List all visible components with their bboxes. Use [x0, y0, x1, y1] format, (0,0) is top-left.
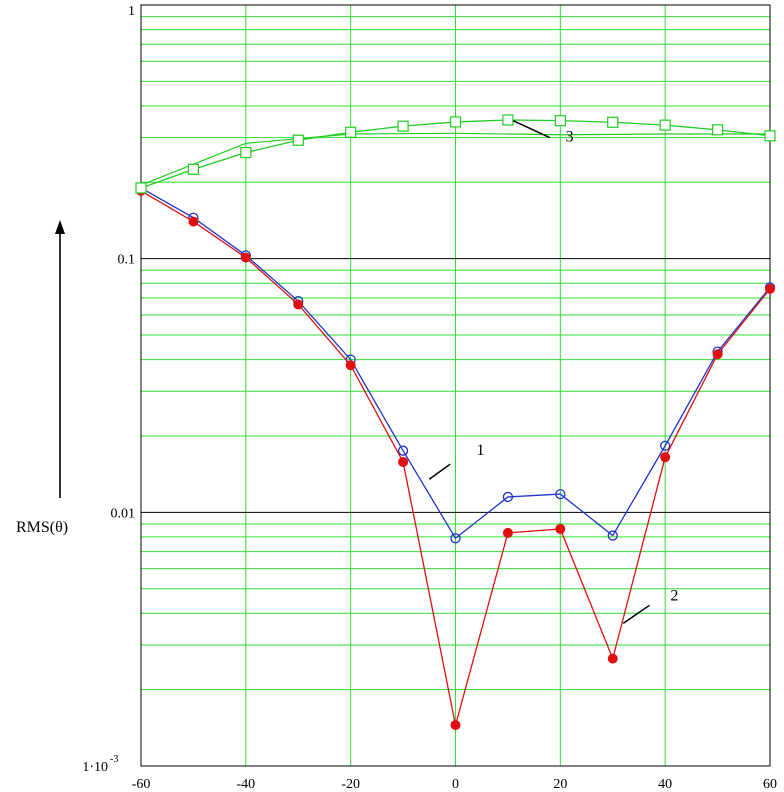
x-tick-label: -20	[341, 777, 360, 792]
series-2	[136, 185, 775, 731]
data-series	[135, 114, 776, 731]
data-point	[292, 134, 304, 146]
data-point	[660, 440, 671, 451]
y-tick-label: 1	[128, 4, 135, 19]
y-tick-exponent: -3	[110, 754, 118, 765]
y-tick-label: 0.01	[111, 506, 136, 521]
data-point	[240, 146, 252, 159]
minor-gridlines	[141, 5, 770, 766]
data-point	[187, 163, 200, 175]
x-tick-label: -40	[236, 777, 255, 792]
data-point	[397, 120, 409, 132]
data-point	[240, 252, 251, 263]
x-tick-label: 60	[763, 777, 777, 792]
data-point	[397, 445, 409, 456]
data-point	[449, 116, 462, 128]
data-point	[398, 456, 409, 467]
y-tick-label: 1·10	[82, 760, 108, 775]
data-point	[764, 130, 776, 142]
y-tick-label: 0.1	[118, 253, 136, 268]
series-callouts: 1 2 3	[428, 119, 678, 624]
callout-leader	[512, 119, 551, 139]
callout-leader	[622, 604, 650, 624]
series-3	[135, 114, 776, 194]
data-point	[345, 126, 357, 138]
x-tick-label: -60	[132, 777, 151, 792]
x-tick-label: 0	[452, 777, 459, 792]
callout-3: 3	[512, 119, 574, 145]
data-point	[502, 491, 514, 503]
x-tick-labels: -60 -40 -20 0 20 40 60	[132, 777, 777, 792]
data-point	[450, 533, 461, 544]
data-point	[345, 360, 356, 371]
data-point	[607, 530, 618, 541]
data-point	[607, 653, 618, 664]
data-point	[660, 452, 671, 463]
callout-label: 2	[670, 587, 678, 604]
callout-leader	[428, 463, 451, 480]
data-point	[659, 119, 671, 131]
data-point	[555, 488, 566, 500]
data-point	[502, 527, 513, 538]
callout-1: 1	[428, 442, 484, 480]
callout-2: 2	[622, 587, 678, 624]
data-point	[293, 299, 304, 310]
data-point	[711, 124, 724, 136]
data-point	[765, 283, 775, 294]
data-point	[555, 523, 566, 534]
x-tick-label: 40	[658, 777, 672, 792]
y-axis-arrow	[55, 220, 65, 498]
x-tick-label: 20	[553, 777, 567, 792]
data-point	[607, 116, 619, 128]
data-point	[712, 349, 723, 360]
data-point	[502, 114, 514, 126]
y-axis-label: RMS(θ)	[16, 519, 68, 536]
callout-label: 3	[566, 128, 574, 145]
data-point	[135, 182, 147, 194]
plot-frame	[140, 4, 771, 767]
data-point	[554, 115, 566, 127]
callout-label: 1	[476, 442, 484, 459]
y-tick-labels: 1 0.1 0.01 1·10-3	[82, 4, 135, 775]
data-point	[450, 720, 461, 731]
data-point	[188, 216, 199, 227]
reference-curve	[140, 132, 770, 186]
